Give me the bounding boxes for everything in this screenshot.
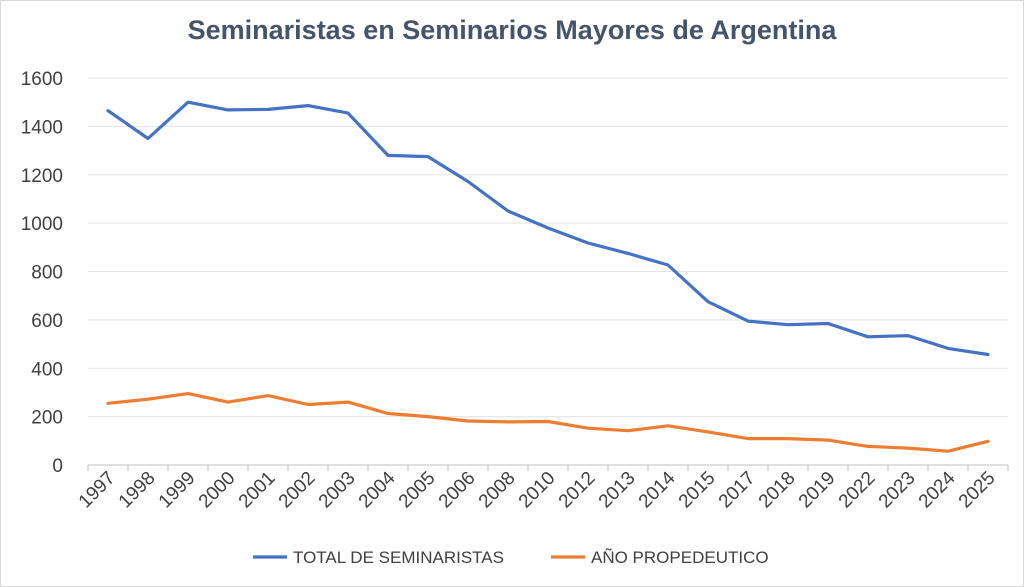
x-tick-label: 1997 [75, 468, 120, 513]
x-tick-label: 2015 [675, 468, 720, 513]
chart-title: Seminaristas en Seminarios Mayores de Ar… [187, 15, 837, 45]
x-tick-label: 2019 [795, 468, 840, 513]
y-tick-label: 1200 [21, 166, 63, 187]
x-tick-label: 2013 [595, 468, 640, 513]
x-tick-label: 2017 [715, 468, 760, 513]
y-tick-label: 1600 [21, 69, 63, 90]
x-tick-label: 2001 [235, 468, 280, 513]
y-tick-label: 600 [31, 311, 63, 332]
y-tick-label: 1400 [21, 117, 63, 138]
x-tick-label: 2002 [275, 468, 320, 513]
x-tick-label: 2010 [515, 468, 560, 513]
series-line-2 [106, 392, 990, 453]
y-tick-label: 800 [31, 263, 63, 284]
x-tick-label: 1998 [115, 468, 160, 513]
legend-label: TOTAL DE SEMINARISTAS [293, 548, 504, 567]
x-tick-label: 2003 [315, 468, 360, 513]
x-tick-label: 2005 [395, 468, 440, 513]
x-tick-label: 2025 [955, 468, 1000, 513]
y-tick-label: 0 [52, 456, 63, 477]
y-tick-label: 400 [31, 359, 63, 380]
x-tick-label: 2008 [475, 468, 520, 513]
x-tick-label: 2006 [435, 468, 480, 513]
legend-label: AÑO PROPEDEUTICO [591, 548, 769, 567]
x-tick-label: 2018 [755, 468, 800, 513]
x-tick-label: 2014 [635, 467, 680, 512]
x-tick-label: 1999 [155, 468, 200, 513]
x-tick-label: 2000 [195, 468, 240, 513]
x-tick-label: 2004 [355, 467, 400, 512]
x-tick-label: 2012 [555, 468, 600, 513]
series-line-1 [106, 100, 990, 357]
x-tick-label: 2023 [875, 468, 920, 513]
y-tick-label: 1000 [21, 214, 63, 235]
y-tick-label: 200 [31, 408, 63, 429]
x-tick-label: 2024 [915, 467, 960, 512]
x-tick-label: 2022 [835, 468, 880, 513]
